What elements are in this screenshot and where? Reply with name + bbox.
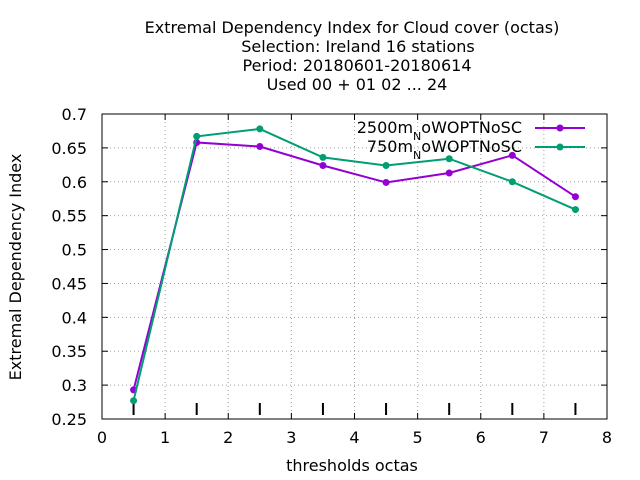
legend-entry-1: 2500mNoWOPTNoSC <box>357 118 585 143</box>
chart-title: Extremal Dependency Index for Cloud cove… <box>145 18 560 94</box>
series-2-point <box>193 132 201 140</box>
legend-label-2-rest: oWOPTNoSC <box>421 137 522 156</box>
grid <box>102 114 607 419</box>
plot-frame <box>101 113 608 420</box>
title-line-3: Period: 20180601-20180614 <box>242 56 471 75</box>
series-2-point <box>130 397 138 405</box>
series-2-point <box>319 153 327 161</box>
x-tick-label: 3 <box>286 428 296 447</box>
series-1-point <box>382 178 390 186</box>
x-tick-label: 7 <box>539 428 549 447</box>
legend-marker-1 <box>556 124 564 132</box>
series-2-point <box>382 162 390 170</box>
y-tick-label: 0.7 <box>62 105 87 124</box>
y-tick-label: 0.55 <box>51 207 87 226</box>
title-line-4: Used 00 + 01 02 ... 24 <box>267 75 448 94</box>
threshold-marks <box>132 403 577 415</box>
legend-entry-2: 750mNoWOPTNoSC <box>367 137 585 162</box>
y-tick-label: 0.35 <box>51 342 87 361</box>
y-tick-label: 0.6 <box>62 173 87 192</box>
legend-label-2: 750mNoWOPTNoSC <box>367 137 522 162</box>
axis-ticks: 0 1 2 3 4 5 6 7 8 0.25 0.3 0.35 0.4 0.45 0.5 0.55 0.6 0.6… <box>51 105 612 447</box>
legend-label-1-sub: N <box>413 130 421 143</box>
y-tick-label: 0.45 <box>51 274 87 293</box>
series <box>130 125 579 405</box>
legend-label-1-main: 2500m <box>357 118 413 137</box>
series-1-point <box>319 162 327 170</box>
legend-label-2-main: 750m <box>367 137 413 156</box>
series-1-point <box>571 193 579 201</box>
series-1-point <box>256 143 264 151</box>
series-2-point <box>571 206 579 214</box>
legend: 2500mNoWOPTNoSC 750mNoWOPTNoSC <box>357 118 585 162</box>
legend-label-2-sub: N <box>413 149 421 162</box>
title-line-2: Selection: Ireland 16 stations <box>241 37 474 56</box>
series-1-point <box>445 169 453 177</box>
y-axis-label: Extremal Dependency Index <box>6 154 25 381</box>
y-tick-label: 0.65 <box>51 139 87 158</box>
x-tick-label: 2 <box>223 428 233 447</box>
series-line-1 <box>132 141 576 391</box>
series-2-point <box>508 178 516 186</box>
series-1-point <box>508 151 516 159</box>
x-tick-label: 4 <box>349 428 359 447</box>
series-2-point <box>445 155 453 163</box>
title-line-1: Extremal Dependency Index for Cloud cove… <box>145 18 560 37</box>
x-tick-label: 6 <box>476 428 486 447</box>
x-tick-label: 0 <box>97 428 107 447</box>
legend-marker-2 <box>556 143 564 151</box>
legend-label-1-rest: oWOPTNoSC <box>421 118 522 137</box>
x-tick-label: 1 <box>160 428 170 447</box>
legend-label-1: 2500mNoWOPTNoSC <box>357 118 522 143</box>
y-tick-label: 0.3 <box>62 376 87 395</box>
x-tick-label: 8 <box>602 428 612 447</box>
y-tick-label: 0.4 <box>62 308 87 327</box>
series-2-point <box>256 125 264 133</box>
series-line-2 <box>132 127 576 401</box>
y-tick-label: 0.25 <box>51 410 87 429</box>
x-tick-label: 5 <box>413 428 423 447</box>
x-axis-label: thresholds octas <box>286 456 418 475</box>
y-tick-label: 0.5 <box>62 241 87 260</box>
